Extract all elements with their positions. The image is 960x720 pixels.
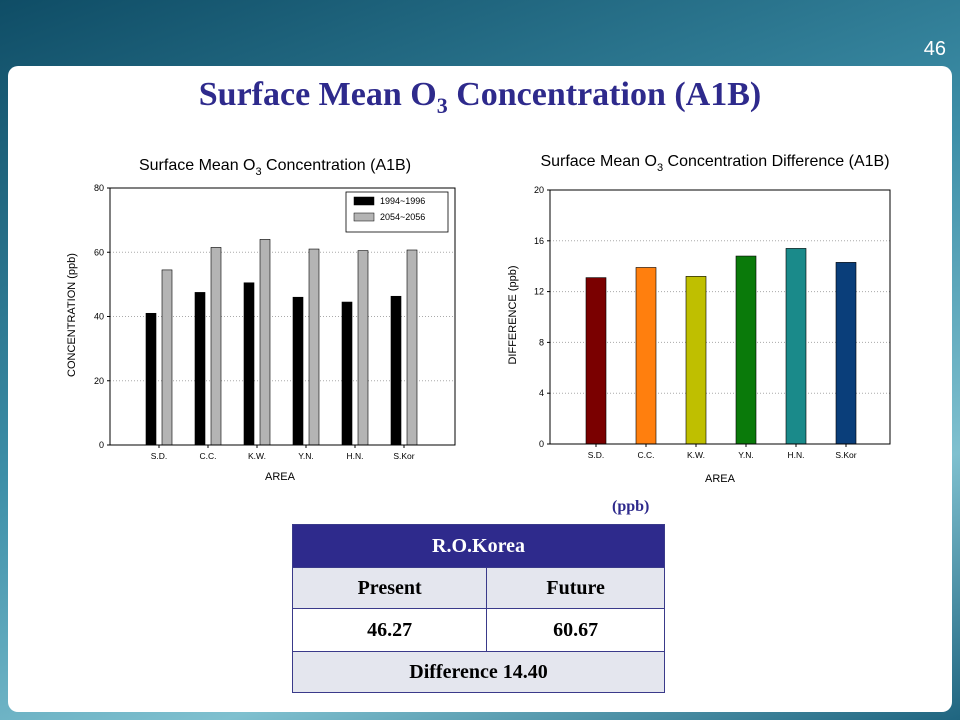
- bar-future: [259, 239, 271, 446]
- y-tick-label: 0: [539, 439, 544, 449]
- x-tick-label: K.W.: [248, 451, 266, 461]
- x-axis-label: AREA: [705, 473, 736, 485]
- slide-number: 46: [923, 38, 946, 60]
- x-tick-label: C.C.: [200, 451, 217, 461]
- y-tick-label: 20: [94, 376, 104, 386]
- x-tick-label: S.D.: [588, 450, 605, 460]
- x-tick-label: C.C.: [638, 450, 655, 460]
- bar-present: [292, 296, 304, 446]
- x-axis-label: AREA: [265, 471, 296, 483]
- difference-value: Difference 14.40: [292, 651, 665, 693]
- bar-difference: [585, 277, 607, 445]
- chart-title: Surface Mean O3 Concentration Difference…: [540, 153, 889, 174]
- plot-frame: [549, 189, 891, 445]
- difference-chart: Surface Mean O3 Concentration Difference…: [507, 153, 891, 485]
- x-tick-label: S.Kor: [835, 450, 856, 460]
- bar-future: [210, 247, 222, 446]
- y-tick-label: 80: [94, 183, 104, 193]
- bar-present: [390, 295, 402, 446]
- x-tick-label: S.D.: [151, 451, 168, 461]
- future-header: Future: [486, 567, 665, 609]
- bar-future: [406, 249, 418, 446]
- bar-difference: [785, 248, 807, 445]
- x-tick-label: H.N.: [788, 450, 805, 460]
- x-tick-label: S.Kor: [393, 451, 414, 461]
- y-tick-label: 40: [94, 312, 104, 322]
- slide-title-main: Surface Mean O: [198, 76, 437, 113]
- bar-present: [341, 301, 353, 446]
- x-tick-label: Y.N.: [738, 450, 753, 460]
- y-tick-label: 60: [94, 247, 104, 257]
- bar-difference: [635, 267, 657, 445]
- y-tick-label: 0: [99, 440, 104, 450]
- slide-title-tail: Concentration (A1B): [447, 76, 762, 113]
- x-tick-label: H.N.: [347, 451, 364, 461]
- legend-label: 1994~1996: [380, 196, 425, 206]
- chart-legend: 1994~1996 2054~2056: [345, 191, 449, 233]
- y-tick-label: 16: [534, 236, 544, 246]
- summary-table: R.O.Korea Present Future 46.27 60.67 Dif…: [291, 524, 665, 693]
- unit-label: (ppb): [612, 498, 650, 515]
- bar-future: [357, 250, 369, 446]
- bar-present: [194, 292, 206, 446]
- slide-title: Surface Mean O3 Concentration (A1B): [0, 76, 960, 119]
- present-value: 46.27: [291, 608, 488, 652]
- bar-future: [308, 248, 320, 446]
- y-axis-label: CONCENTRATION (ppb): [66, 253, 78, 377]
- x-tick-label: K.W.: [687, 450, 705, 460]
- bar-present: [243, 282, 255, 446]
- x-tick-label: Y.N.: [298, 451, 313, 461]
- slide-title-subscript: 3: [436, 92, 448, 118]
- present-header: Present: [291, 567, 488, 609]
- chart-title: Surface Mean O3 Concentration (A1B): [139, 157, 411, 178]
- concentration-chart: Surface Mean O3 Concentration (A1B) 0 20 4…: [66, 157, 456, 483]
- y-tick-label: 20: [534, 185, 544, 195]
- bar-present: [145, 312, 157, 446]
- table-header: R.O.Korea: [292, 524, 665, 568]
- legend-swatch: [353, 212, 375, 222]
- bar-difference: [835, 262, 857, 445]
- y-axis-label: DIFFERENCE (ppb): [507, 265, 519, 364]
- y-tick-label: 12: [534, 287, 544, 297]
- legend-label: 2054~2056: [380, 212, 425, 222]
- bar-difference: [685, 276, 707, 445]
- bar-difference: [735, 255, 757, 445]
- bar-future: [161, 269, 173, 446]
- future-value: 60.67: [486, 608, 665, 652]
- legend-swatch: [353, 196, 375, 206]
- y-tick-label: 4: [539, 388, 544, 398]
- y-tick-label: 8: [539, 337, 544, 347]
